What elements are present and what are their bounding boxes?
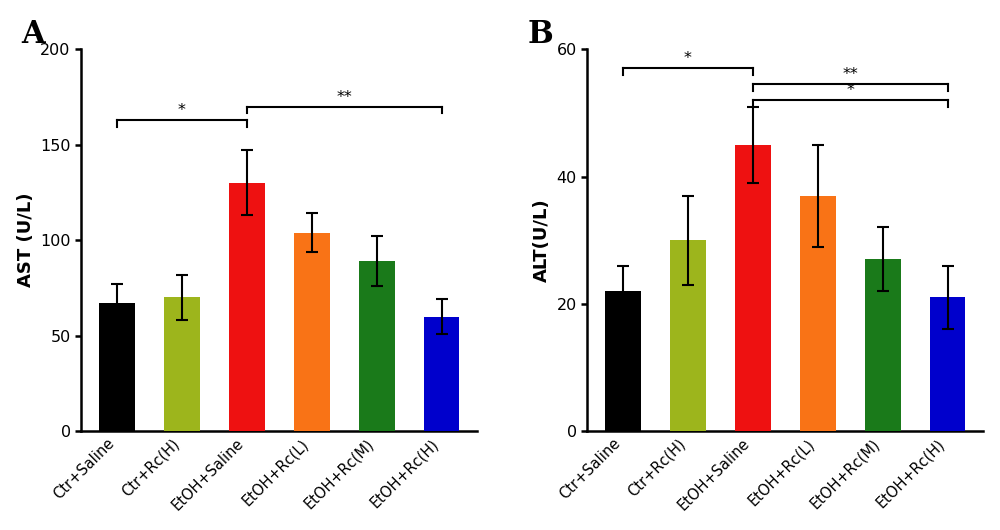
Bar <box>605 291 641 431</box>
Bar <box>99 303 135 431</box>
Bar <box>865 259 901 431</box>
Y-axis label: ALT(U/L): ALT(U/L) <box>533 198 551 282</box>
Text: *: * <box>846 83 854 98</box>
Text: *: * <box>684 51 692 66</box>
Bar <box>735 145 771 431</box>
Bar <box>800 196 836 431</box>
Bar <box>424 316 459 431</box>
Text: A: A <box>22 19 45 50</box>
Bar <box>164 297 200 431</box>
Text: **: ** <box>336 90 352 104</box>
Bar <box>670 240 706 431</box>
Bar <box>359 261 395 431</box>
Bar <box>229 183 265 431</box>
Bar <box>930 297 965 431</box>
Text: B: B <box>528 19 553 50</box>
Text: *: * <box>178 103 186 118</box>
Text: **: ** <box>842 67 858 82</box>
Y-axis label: AST (U/L): AST (U/L) <box>17 193 35 287</box>
Bar <box>294 233 330 431</box>
